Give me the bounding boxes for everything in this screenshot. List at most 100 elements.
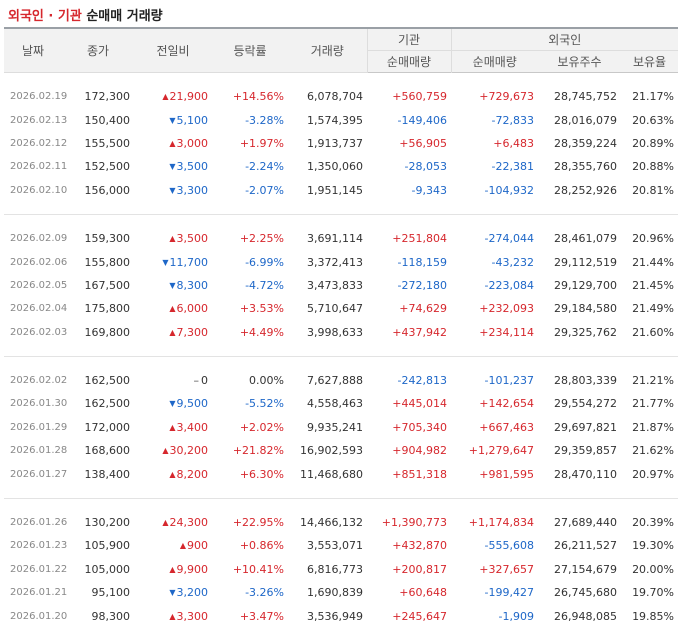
table-row: 2026.01.23 105,900 ▲900 +0.86% 3,553,071 +432…	[4, 534, 678, 557]
cell-inst-net: +445,014	[392, 397, 447, 411]
cell-volume: 16,902,593	[300, 444, 363, 458]
table-row: 2026.01.26 130,200 ▲24,300 +22.95% 14,466,13…	[4, 511, 678, 534]
table-row: 2026.02.13 150,400 ▼5,100 -3.28% 1,574,395 -1…	[4, 108, 678, 131]
cell-volume: 1,350,060	[307, 160, 363, 174]
cell-close: 175,800	[84, 302, 131, 316]
up-triangle-icon: ▲	[169, 234, 176, 244]
cell-inst-net: -242,813	[397, 374, 447, 388]
cell-inst-net: +200,817	[392, 562, 447, 576]
change-value: 7,300	[176, 325, 209, 339]
cell-inst-net: +74,629	[399, 302, 447, 316]
cell-change: ▲8,200	[134, 462, 212, 485]
cell-change: ▲21,900	[134, 85, 212, 108]
up-triangle-icon: ▲	[169, 469, 176, 479]
table-row: 2026.02.05 167,500 ▼8,300 -4.72% 3,473,833 -2…	[4, 274, 678, 297]
cell-change: ▼8,300	[134, 274, 212, 297]
cell-holdings: 26,211,527	[554, 539, 617, 553]
cell-close: 138,400	[84, 467, 131, 481]
change-value: 3,300	[176, 183, 209, 197]
cell-volume: 3,473,833	[307, 278, 363, 292]
cell-close: 130,200	[84, 516, 131, 530]
down-triangle-icon: ▼	[162, 257, 169, 267]
change-value: 9,900	[176, 562, 209, 576]
cell-ratio: 20.63%	[632, 113, 675, 127]
table-row: 2026.01.30 162,500 ▼9,500 -5.52% 4,558,463 +4…	[4, 392, 678, 415]
cell-foreign-net: -22,381	[491, 160, 534, 174]
cell-foreign-net: +981,595	[479, 467, 534, 481]
down-triangle-icon: ▼	[169, 399, 176, 409]
cell-volume: 1,913,737	[307, 136, 363, 150]
change-value: 24,300	[169, 516, 209, 530]
cell-date: 2026.02.05	[10, 279, 68, 291]
title-investor: 외국인 · 기관	[8, 9, 82, 24]
cell-volume: 1,951,145	[307, 183, 363, 197]
change-value: 11,700	[169, 255, 209, 269]
title-net-volume: 순매매 거래량	[86, 9, 163, 24]
cell-rate: +1.97%	[239, 136, 284, 150]
cell-change: ▼3,500	[134, 155, 212, 178]
cell-change: ▲9,900	[134, 558, 212, 581]
cell-ratio: 20.00%	[632, 562, 675, 576]
cell-rate: -6.99%	[245, 255, 284, 269]
change-value: 3,400	[176, 420, 209, 434]
cell-volume: 3,691,114	[307, 232, 363, 246]
cell-close: 168,600	[84, 444, 131, 458]
cell-holdings: 26,745,680	[554, 586, 617, 600]
cell-volume: 5,710,647	[307, 302, 363, 316]
cell-date: 2026.02.19	[10, 91, 68, 103]
cell-ratio: 21.44%	[632, 255, 675, 269]
up-triangle-icon: ▲	[169, 422, 176, 432]
cell-date: 2026.02.13	[10, 114, 68, 126]
cell-volume: 3,536,949	[307, 609, 363, 623]
cell-date: 2026.02.10	[10, 184, 68, 196]
cell-holdings: 29,112,519	[554, 255, 617, 269]
cell-date: 2026.02.12	[10, 137, 68, 149]
group-divider	[4, 498, 679, 499]
cell-inst-net: +851,318	[392, 467, 447, 481]
cell-foreign-net: +142,654	[479, 397, 534, 411]
cell-holdings: 28,803,339	[554, 374, 617, 388]
table-row: 2026.02.09 159,300 ▲3,500 +2.25% 3,691,114 +2…	[4, 227, 678, 250]
up-triangle-icon: ▲	[162, 518, 169, 528]
cell-ratio: 20.88%	[632, 160, 675, 174]
down-triangle-icon: ▼	[169, 588, 176, 598]
down-triangle-icon: ▼	[169, 115, 176, 125]
cell-rate: +4.49%	[239, 325, 284, 339]
table-row: 2026.02.11 152,500 ▼3,500 -2.24% 1,350,060 -2…	[4, 155, 678, 178]
cell-foreign-net: -43,232	[491, 255, 534, 269]
table-row: 2026.02.12 155,500 ▲3,000 +1.97% 1,913,737 +5…	[4, 132, 678, 155]
cell-holdings: 28,470,110	[554, 467, 617, 481]
cell-foreign-net: +6,483	[493, 136, 534, 150]
cell-volume: 4,558,463	[307, 397, 363, 411]
table-row: 2026.02.04 175,800 ▲6,000 +3.53% 5,710,647 +7…	[4, 297, 678, 320]
header-ratio: 보유율	[621, 50, 679, 73]
change-value: 3,000	[176, 136, 209, 150]
cell-close: 159,300	[84, 232, 131, 246]
up-triangle-icon: ▲	[169, 611, 176, 621]
cell-inst-net: +437,942	[392, 325, 447, 339]
up-triangle-icon: ▲	[169, 304, 176, 314]
up-triangle-icon: ▲	[169, 138, 176, 148]
table-row: 2026.01.27 138,400 ▲8,200 +6.30% 11,468,680 +…	[4, 462, 678, 485]
table-row: 2026.01.29 172,000 ▲3,400 +2.02% 9,935,241 +7…	[4, 416, 678, 439]
cell-ratio: 21.21%	[632, 374, 675, 388]
up-triangle-icon: ▲	[162, 92, 169, 102]
cell-date: 2026.02.09	[10, 233, 68, 245]
cell-inst-net: -9,343	[411, 183, 447, 197]
cell-foreign-net: +667,463	[479, 420, 534, 434]
cell-close: 152,500	[84, 160, 131, 174]
cell-rate: +10.41%	[232, 562, 284, 576]
cell-holdings: 29,554,272	[554, 397, 617, 411]
down-triangle-icon: ▼	[169, 185, 176, 195]
cell-close: 150,400	[84, 113, 131, 127]
cell-foreign-net: -104,932	[484, 183, 534, 197]
cell-foreign-net: -223,084	[484, 278, 534, 292]
cell-change: ▲24,300	[134, 511, 212, 534]
cell-holdings: 28,745,752	[554, 90, 617, 104]
cell-date: 2026.01.26	[10, 517, 68, 529]
cell-volume: 9,935,241	[307, 420, 363, 434]
cell-close: 167,500	[84, 278, 131, 292]
cell-rate: -2.07%	[245, 183, 284, 197]
cell-close: 156,000	[84, 183, 131, 197]
cell-ratio: 21.87%	[632, 420, 675, 434]
